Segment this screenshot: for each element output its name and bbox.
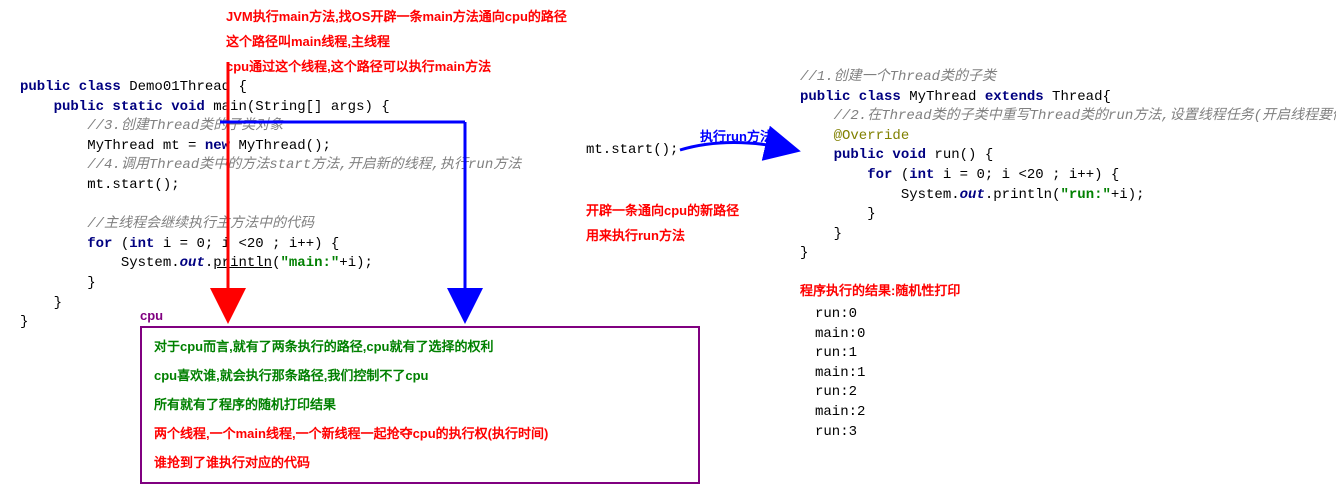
result-title: 程序执行的结果:随机性打印 xyxy=(800,280,960,299)
cpu-label: cpu xyxy=(140,308,163,323)
anno-newpath-1: 开辟一条通向cpu的新路径 xyxy=(586,200,739,219)
anno-run-label: 执行run方法 xyxy=(700,126,773,145)
box-line-5: 谁抢到了谁执行对应的代码 xyxy=(154,452,686,471)
anno-newpath-2: 用来执行run方法 xyxy=(586,225,685,244)
right-code-block: //1.创建一个Thread类的子类 public class MyThread… xyxy=(800,68,1336,264)
box-line-3: 所有就有了程序的随机打印结果 xyxy=(154,394,686,413)
left-code-block: public class Demo01Thread { public stati… xyxy=(20,78,521,333)
anno-top-2: 这个路径叫main线程,主线程 xyxy=(226,31,567,50)
output-block: run:0 main:0 run:1 main:1 run:2 main:2 r… xyxy=(815,305,865,442)
mid-start-call: mt.start(); xyxy=(586,142,678,158)
cpu-explain-box: 对于cpu而言,就有了两条执行的路径,cpu就有了选择的权利 cpu喜欢谁,就会… xyxy=(140,326,700,484)
anno-top-1: JVM执行main方法,找OS开辟一条main方法通向cpu的路径 xyxy=(226,6,567,25)
box-line-1: 对于cpu而言,就有了两条执行的路径,cpu就有了选择的权利 xyxy=(154,336,686,355)
box-line-2: cpu喜欢谁,就会执行那条路径,我们控制不了cpu xyxy=(154,365,686,384)
box-line-4: 两个线程,一个main线程,一个新线程一起抢夺cpu的执行权(执行时间) xyxy=(154,423,686,442)
anno-top-3: cpu通过这个线程,这个路径可以执行main方法 xyxy=(226,56,567,75)
